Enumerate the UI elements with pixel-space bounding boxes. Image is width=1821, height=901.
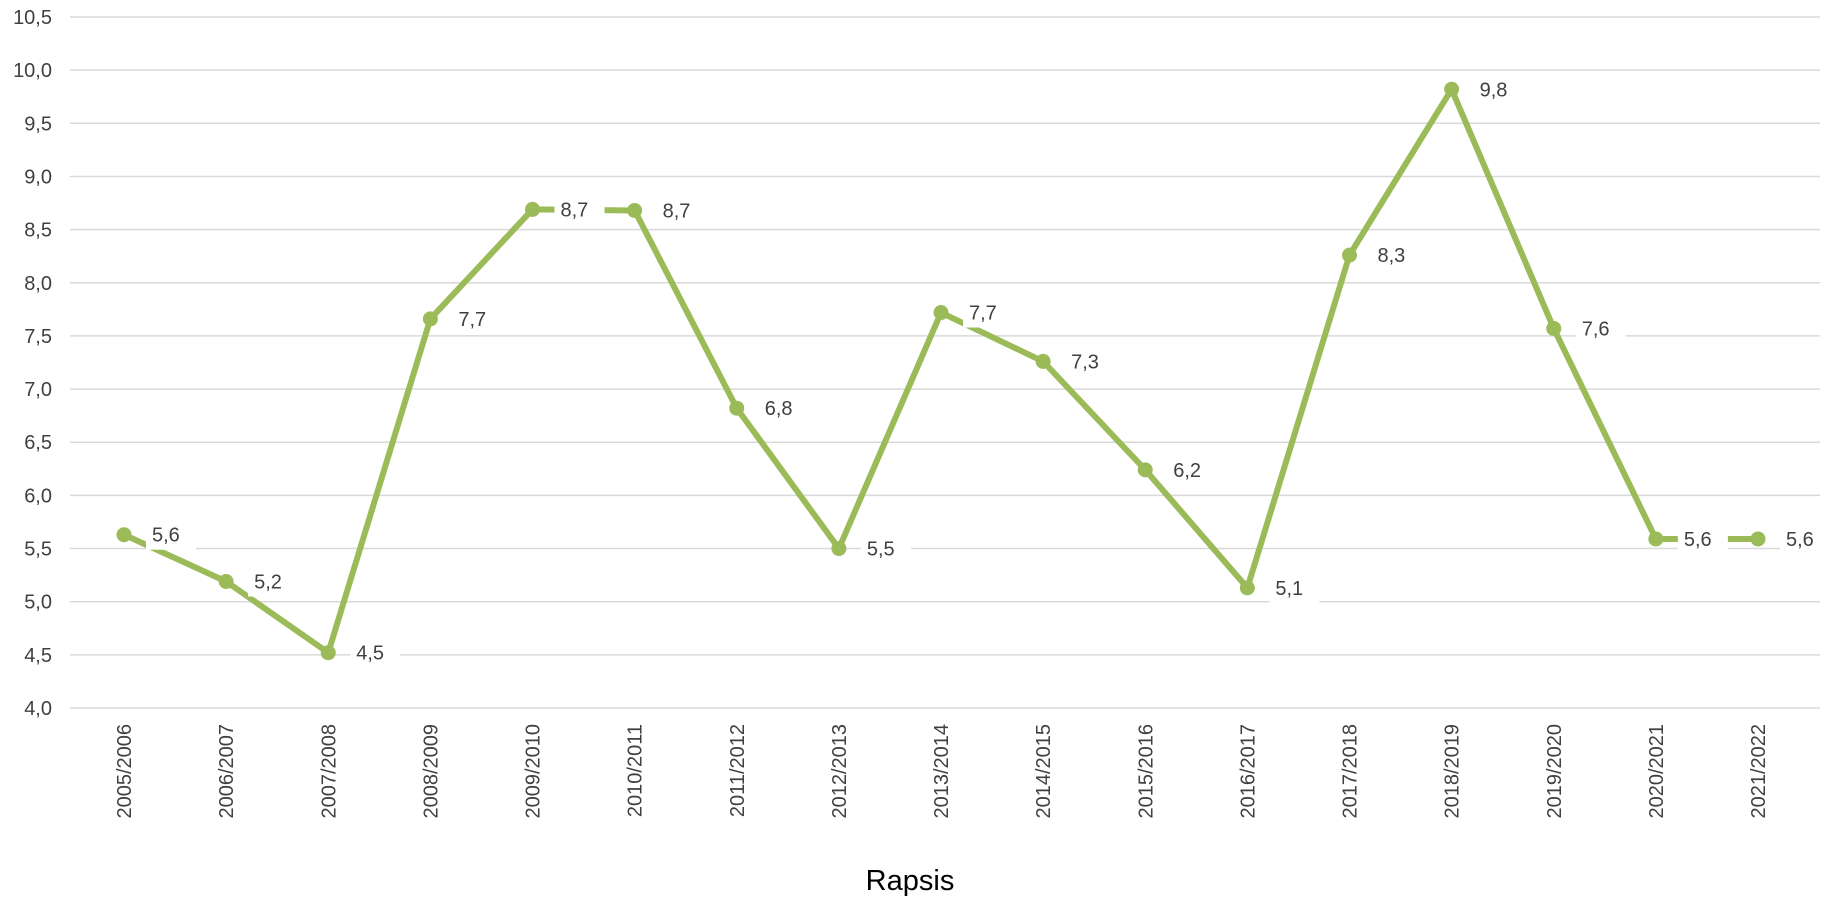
data-label-background: [1269, 572, 1320, 603]
series-line-group: [121, 86, 1761, 656]
x-tick-label: 2014/2015: [1033, 724, 1055, 819]
data-label: 6,8: [765, 398, 793, 420]
y-tick-label: 9,5: [24, 113, 52, 135]
y-tick-label: 5,0: [24, 592, 52, 614]
data-label: 5,2: [254, 571, 282, 593]
data-label-background: [860, 533, 911, 564]
data-label-background: [554, 194, 605, 225]
data-label-background: [146, 519, 196, 550]
y-tick-label: 5,5: [24, 539, 52, 561]
data-label: 7,7: [969, 303, 997, 325]
data-point: [116, 527, 132, 543]
data-point: [933, 305, 949, 321]
data-label-background: [758, 393, 809, 424]
x-tick-label: 2016/2017: [1237, 724, 1259, 819]
data-label-background: [1780, 523, 1821, 554]
data-point: [320, 645, 336, 661]
y-tick-label: 6,5: [24, 432, 52, 454]
data-label-background: [1473, 74, 1524, 105]
data-point: [525, 201, 540, 217]
data-point: [218, 573, 234, 589]
data-label-background: [1065, 346, 1116, 377]
data-point: [729, 400, 745, 416]
data-label: 5,6: [152, 525, 180, 547]
data-label-background: [452, 303, 503, 334]
data-label: 5,5: [867, 539, 895, 561]
x-tick-label: 2005/2006: [114, 724, 136, 819]
y-tick-label: 10,5: [13, 7, 52, 29]
data-label-background: [963, 297, 1013, 328]
x-tick-label: 2007/2008: [318, 724, 340, 819]
x-tick-label: 2019/2020: [1544, 724, 1566, 819]
x-axis-tick-labels: 2005/2006 2006/2007 2007/2008 2008/2009 2009…: [114, 724, 1770, 819]
series-line-rapsis: [121, 86, 1761, 656]
data-point: [1035, 353, 1051, 369]
gridlines: [70, 16, 1820, 709]
data-label: 9,8: [1480, 79, 1508, 101]
x-tick-label: 2012/2013: [829, 724, 851, 819]
x-tick-label: 2021/2022: [1748, 724, 1770, 819]
data-labels-group: 5,6 5,2 4,5 7,7 8,7 8,7 6,8 5,5 7,7 7,3 6,2 5,1 8,3 9…: [146, 74, 1821, 668]
data-label-background: [350, 637, 401, 668]
data-label-background: [1575, 313, 1626, 344]
data-label: 5,6: [1786, 529, 1814, 551]
x-tick-label: 2009/2010: [523, 724, 545, 819]
legend-entry-rapsis: Rapsis: [866, 865, 955, 896]
data-point: [1546, 320, 1562, 336]
data-label: 5,6: [1684, 529, 1712, 551]
data-label-background: [656, 195, 707, 226]
y-tick-label: 10,0: [13, 60, 52, 82]
y-tick-label: 7,5: [24, 326, 52, 348]
data-point: [627, 202, 643, 218]
x-tick-label: 2013/2014: [931, 724, 953, 819]
y-tick-label: 8,0: [24, 273, 52, 295]
data-point: [1648, 531, 1664, 547]
data-label: 6,2: [1173, 460, 1201, 482]
data-label: 8,7: [561, 199, 589, 221]
data-point: [1239, 580, 1255, 596]
data-point: [422, 311, 438, 327]
x-tick-label: 2011/2012: [727, 724, 749, 817]
data-label: 8,3: [1378, 245, 1406, 267]
data-label-background: [1371, 240, 1422, 271]
data-label: 7,6: [1582, 318, 1610, 340]
y-axis-tick-labels: 4,0 4,5 5,0 5,5 6,0 6,5 7,0 7,5 8,0 8,5 9,0 9,5 10,0…: [13, 7, 52, 720]
data-point: [1750, 531, 1766, 547]
data-label-background: [1677, 523, 1728, 554]
x-tick-label: 2017/2018: [1340, 724, 1362, 819]
y-tick-label: 9,0: [24, 166, 52, 188]
x-tick-label: 2018/2019: [1442, 724, 1464, 819]
data-label-background: [1167, 454, 1218, 485]
x-tick-label: 2015/2016: [1135, 724, 1157, 819]
y-tick-label: 6,0: [24, 485, 52, 507]
y-tick-label: 4,5: [24, 645, 52, 667]
data-point: [1444, 81, 1460, 97]
data-point: [1342, 247, 1357, 263]
y-tick-label: 4,0: [24, 698, 52, 720]
data-label-background: [248, 566, 299, 597]
y-tick-label: 7,0: [24, 379, 52, 401]
data-point: [1137, 462, 1153, 478]
data-label: 5,1: [1275, 578, 1303, 600]
data-label: 4,5: [356, 643, 384, 665]
y-tick-label: 8,5: [24, 220, 52, 242]
data-label: 7,3: [1071, 351, 1099, 373]
x-tick-label: 2010/2011: [625, 724, 647, 817]
x-tick-label: 2020/2021: [1646, 724, 1668, 819]
data-label: 7,7: [458, 309, 486, 331]
x-tick-label: 2006/2007: [216, 724, 238, 819]
data-point: [831, 541, 847, 557]
series-points-group: [116, 81, 1766, 661]
x-tick-label: 2008/2009: [420, 724, 442, 819]
data-label: 8,7: [663, 200, 691, 222]
